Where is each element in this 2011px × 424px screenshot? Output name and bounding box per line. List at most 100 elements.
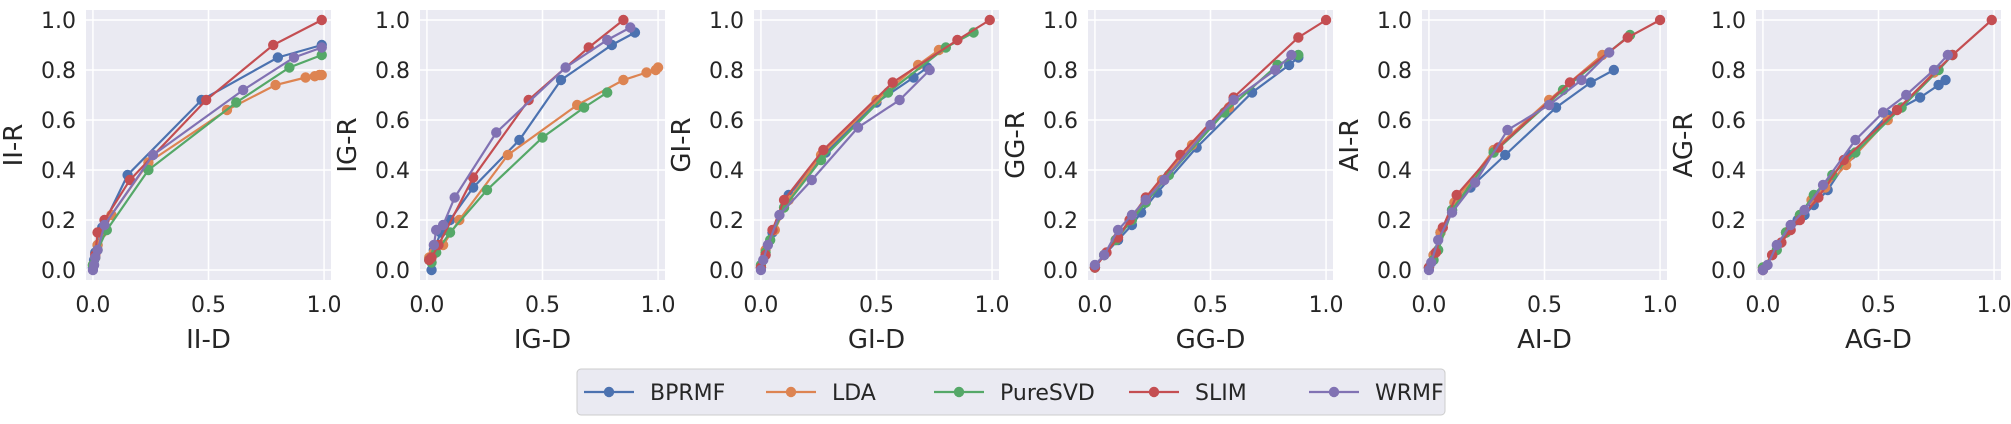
x-tick-label: 0.0 (1411, 293, 1446, 318)
x-tick-label: 1.0 (641, 293, 676, 318)
data-point (1283, 59, 1295, 71)
x-axis-label: AG-D (1845, 325, 1912, 355)
data-point (1432, 234, 1444, 246)
legend-entry-lda: LDA (766, 381, 876, 406)
data-point (467, 172, 479, 183)
x-tick-label: 0.5 (859, 293, 894, 318)
data-point (555, 74, 567, 86)
data-point (1112, 224, 1124, 236)
data-point (1228, 94, 1239, 106)
panel-ag-d: 0.0 0.5 1.0 0.0 0.2 0.4 0.6 0.8 1.0 AG-D AG-R (1669, 9, 2011, 355)
data-point (560, 62, 571, 73)
legend-entry-slim: SLIM (1129, 381, 1247, 406)
y-tick-label: 0.4 (709, 159, 744, 184)
x-tick-label: 1.0 (307, 293, 342, 318)
x-tick-label: 0.5 (1527, 293, 1562, 318)
y-tick-label: 0.4 (1377, 159, 1412, 184)
data-point (1891, 104, 1903, 116)
data-point (99, 219, 110, 231)
data-point (852, 122, 864, 133)
data-point (1762, 259, 1773, 271)
y-tick-label: 0.6 (1711, 109, 1746, 134)
y-tick-label: 0.0 (375, 259, 410, 284)
y-tick-label: 0.8 (709, 59, 744, 84)
y-tick-label: 0.4 (375, 159, 410, 184)
data-point (818, 144, 829, 156)
y-axis-label: GG-R (1001, 111, 1031, 179)
data-point (288, 52, 300, 63)
data-point (1604, 47, 1615, 58)
y-tick-label: 0.6 (1043, 109, 1078, 134)
y-axis-label: II-R (0, 124, 29, 167)
data-point (952, 34, 963, 46)
y-tick-label: 0.2 (1377, 209, 1412, 234)
data-point (1098, 249, 1110, 261)
data-point (1850, 147, 1861, 158)
data-point (1270, 64, 1281, 76)
y-tick-label: 1.0 (1711, 9, 1746, 34)
x-tick-label: 0.0 (1077, 293, 1112, 318)
series-wrmf (1089, 49, 1297, 271)
legend-marker (953, 386, 965, 398)
data-point (237, 84, 249, 96)
data-point (1608, 64, 1620, 76)
panel-ai-d: 0.0 0.5 1.0 0.0 0.2 0.4 0.6 0.8 1.0 AI-D AI-R (1335, 9, 1678, 355)
data-point (758, 254, 769, 266)
data-point (1942, 49, 1954, 61)
y-tick-label: 0.8 (375, 59, 410, 84)
y-tick-label: 0.6 (1377, 109, 1412, 134)
data-point (1320, 14, 1332, 26)
y-tick-label: 0.0 (709, 259, 744, 284)
data-point (968, 27, 979, 38)
series-wrmf (755, 64, 935, 276)
data-point (1838, 154, 1850, 166)
x-tick-label: 0.0 (409, 293, 444, 318)
data-point (231, 97, 242, 108)
data-point (578, 102, 590, 113)
panel-ig-d: 0.0 0.5 1.0 0.0 0.2 0.4 0.6 0.8 1.0 IG-D IG-R (333, 9, 676, 355)
y-tick-label: 1.0 (41, 9, 76, 34)
y-tick-label: 1.0 (375, 9, 410, 34)
series-wrmf (1423, 47, 1615, 276)
y-tick-label: 0.0 (1043, 259, 1078, 284)
data-point (1622, 32, 1633, 43)
data-point (316, 42, 327, 53)
data-point (147, 149, 159, 161)
data-point (924, 64, 935, 76)
data-point (602, 34, 613, 46)
data-point (1140, 194, 1151, 206)
data-point (1585, 77, 1596, 88)
y-tick-label: 0.2 (375, 209, 410, 234)
legend: BPRMF LDA PureSVD SLIM WRMF (576, 368, 1446, 416)
x-tick-label: 0.0 (743, 293, 778, 318)
data-point (270, 79, 281, 91)
data-point (1205, 119, 1216, 131)
y-axis-label: IG-R (333, 117, 363, 172)
y-tick-label: 1.0 (709, 9, 744, 34)
data-point (1928, 64, 1940, 76)
data-point (426, 264, 437, 276)
data-point (602, 87, 613, 98)
series-wrmf (428, 22, 636, 251)
data-point (806, 174, 817, 186)
legend-label: SLIM (1195, 381, 1247, 406)
data-point (1564, 77, 1576, 88)
y-tick-label: 0.2 (1711, 209, 1746, 234)
data-point (284, 62, 295, 73)
legend-entry-wrmf: WRMF (1309, 381, 1444, 406)
data-point (523, 94, 534, 106)
y-tick-label: 0.4 (1043, 159, 1078, 184)
y-tick-label: 0.0 (41, 259, 76, 284)
data-point (537, 132, 548, 143)
x-tick-label: 0.5 (1193, 293, 1228, 318)
data-point (1901, 89, 1912, 101)
data-point (92, 244, 103, 256)
y-axis-label: AG-R (1669, 113, 1699, 178)
legend-box (576, 368, 1446, 416)
data-point (1089, 259, 1101, 271)
y-tick-label: 0.8 (1711, 59, 1746, 84)
x-tick-label: 0.5 (191, 293, 226, 318)
data-point (1654, 14, 1666, 26)
data-point (426, 252, 437, 263)
y-tick-label: 0.8 (1377, 59, 1412, 84)
